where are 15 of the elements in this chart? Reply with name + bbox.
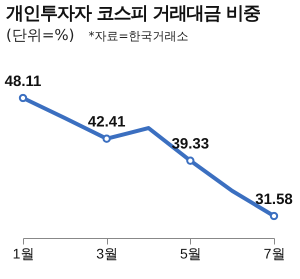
x-tick-label: 3월 [96, 246, 118, 262]
point [18, 94, 28, 102]
point [102, 134, 111, 143]
data-label: 48.11 [4, 73, 42, 90]
data-label: 42.41 [88, 114, 126, 131]
data-label: 39.33 [172, 136, 210, 153]
chart-subtitle: (단위=%) [6, 26, 75, 44]
data-label: 31.58 [255, 191, 293, 208]
x-tick-label: 7월 [264, 246, 286, 262]
point [186, 156, 194, 165]
x-tick-label: 1월 [12, 246, 34, 262]
text: *자료=한국거래소 [88, 29, 189, 43]
chart-title: 개인투자자 코스피 거래대금 비중 [6, 3, 261, 25]
x-tick-label: 5월 [180, 246, 202, 262]
point [270, 212, 278, 220]
